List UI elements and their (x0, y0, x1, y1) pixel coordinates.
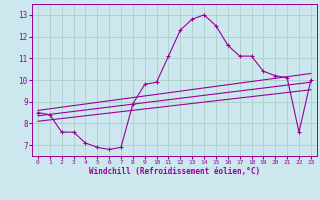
X-axis label: Windchill (Refroidissement éolien,°C): Windchill (Refroidissement éolien,°C) (89, 167, 260, 176)
